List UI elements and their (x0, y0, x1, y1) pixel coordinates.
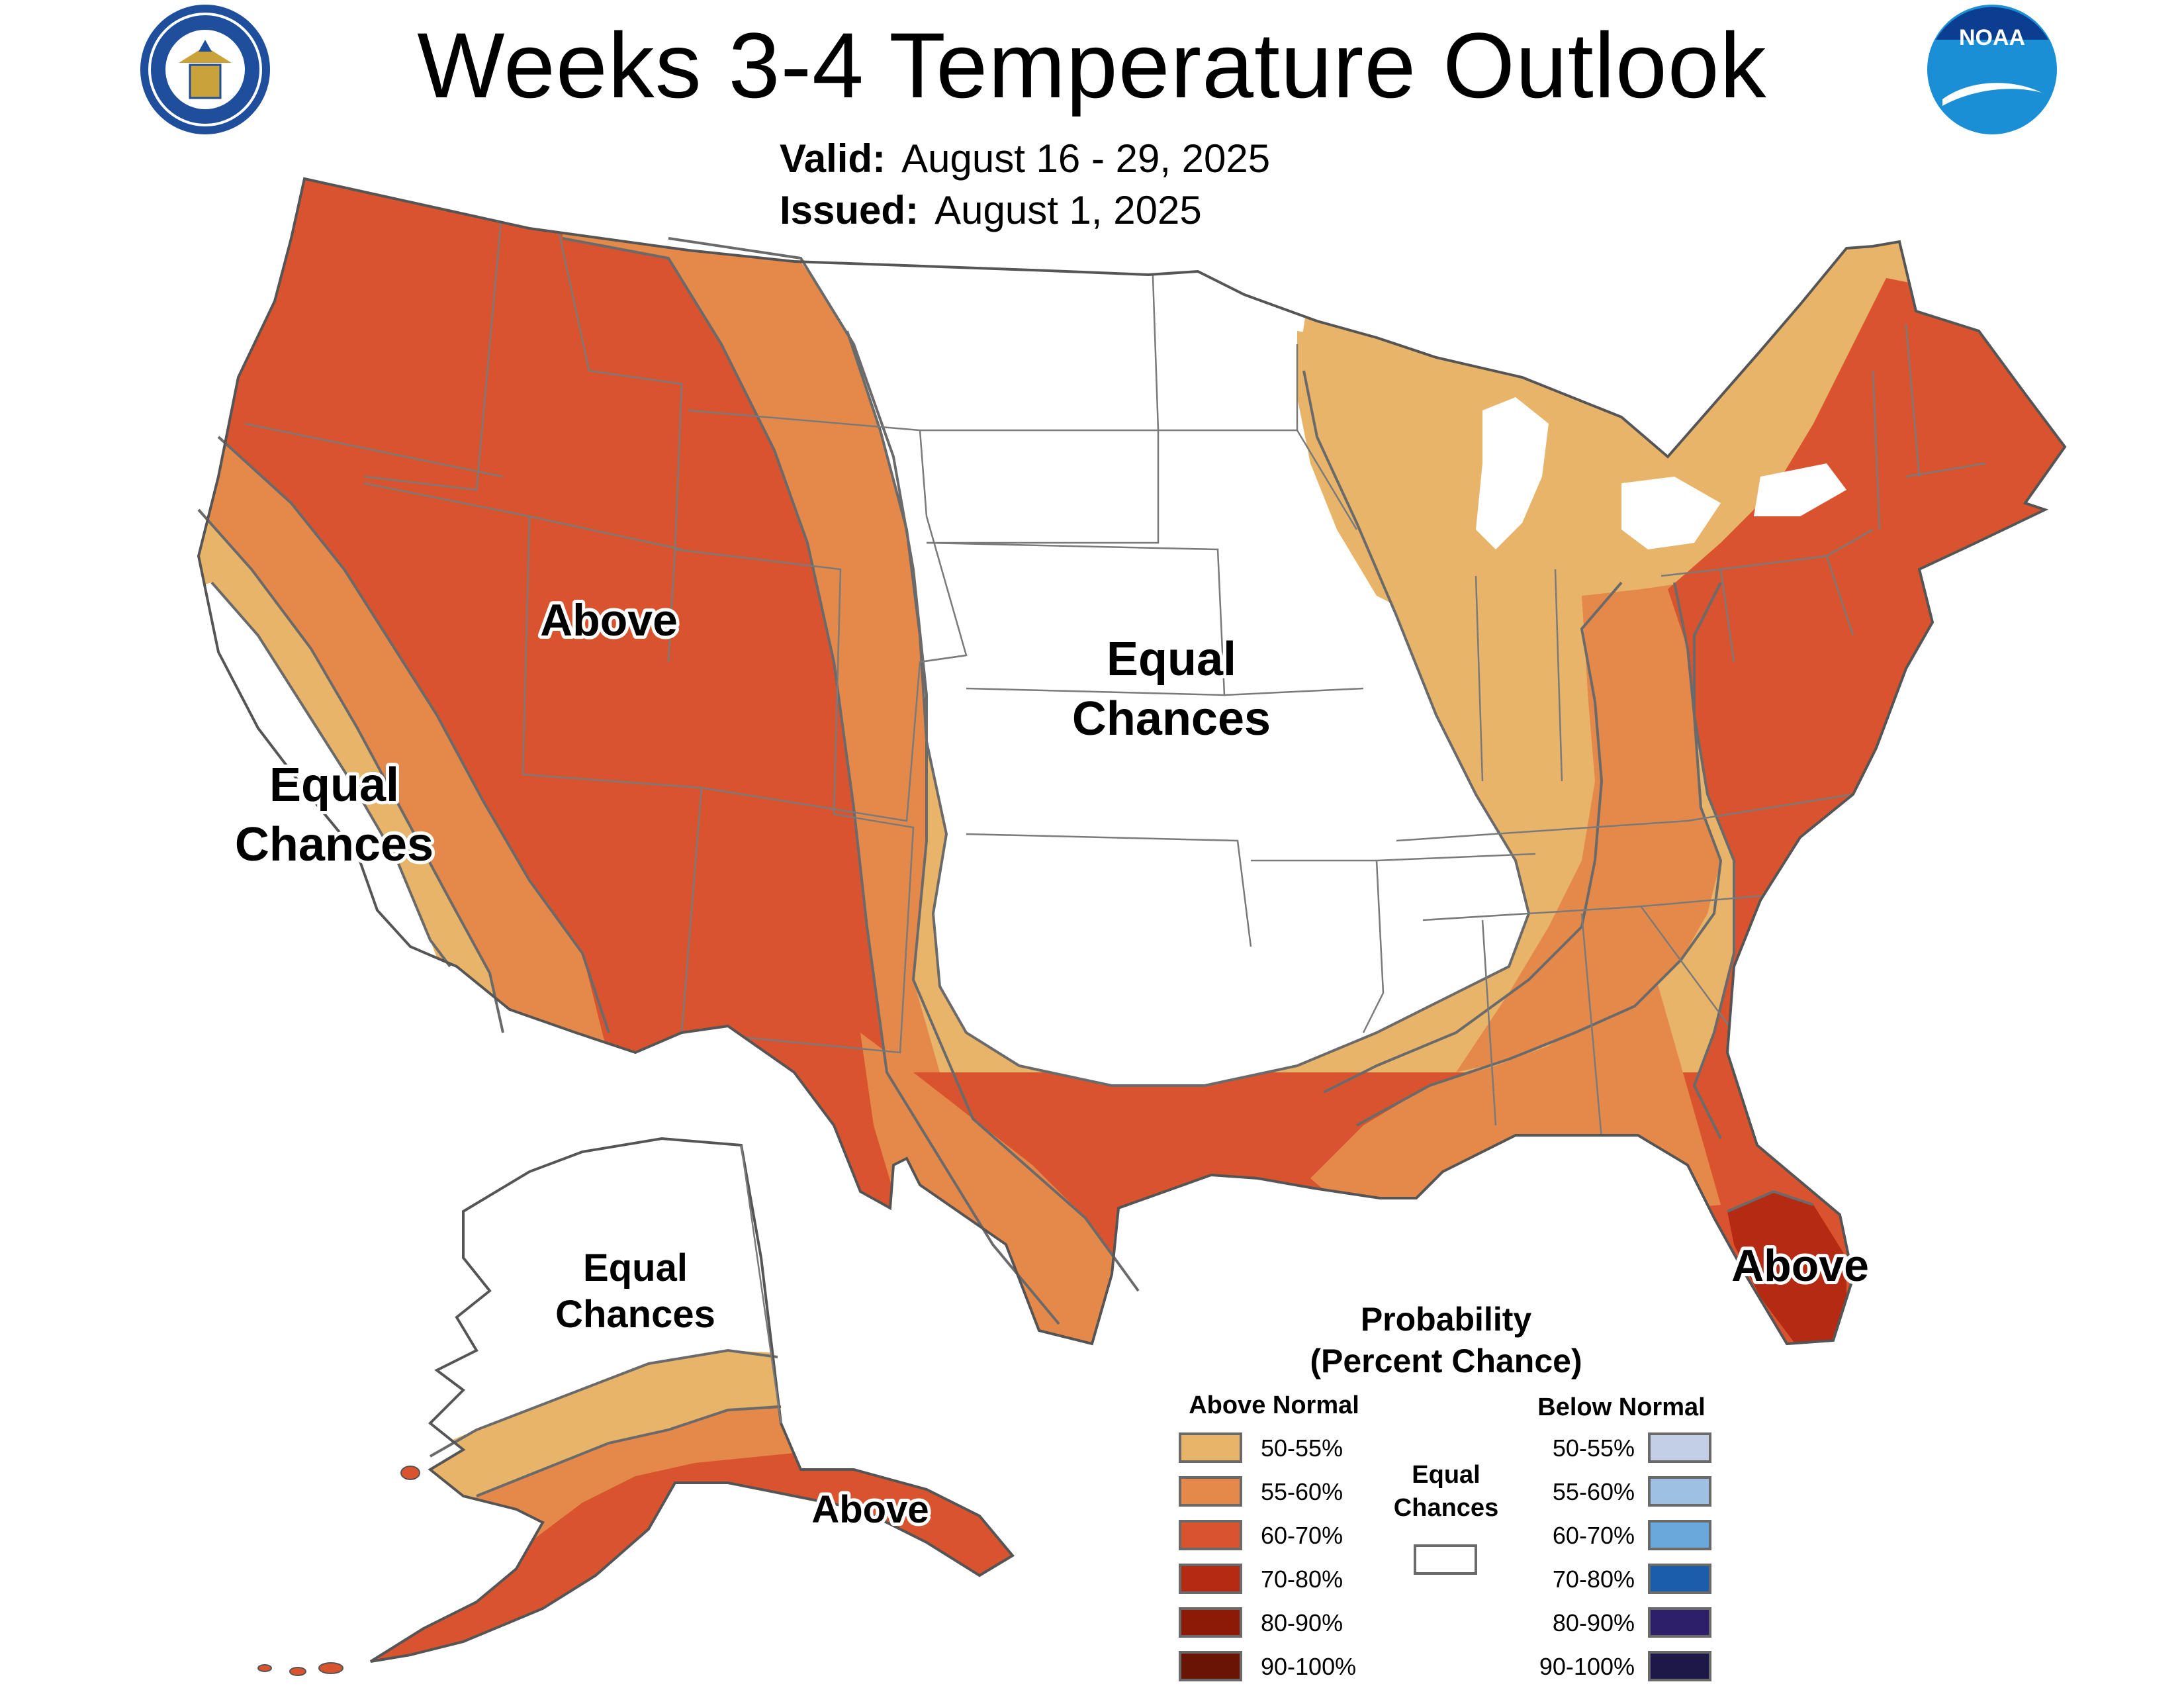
page-title: Weeks 3-4 Temperature Outlook (417, 13, 1767, 117)
legend-below-swatch (1648, 1520, 1711, 1550)
issued-value: August 1, 2025 (934, 188, 1202, 232)
issued-label: Issued: (780, 188, 919, 232)
legend-above-swatch (1179, 1607, 1242, 1638)
legend-ec-label-line1: Equal (1412, 1461, 1480, 1489)
legend-above-swatch (1179, 1564, 1242, 1594)
legend-title-line1: Probability (1361, 1301, 1532, 1338)
legend-below-label: 50-55% (1553, 1434, 1635, 1462)
legend-below-swatch (1648, 1564, 1711, 1594)
commerce-seal-logo (140, 5, 270, 134)
legend-above-rows: 50-55% 55-60% 60-70% 70-80% 80-90% 90-100% (1179, 1432, 1356, 1681)
aleutian-islands (257, 1466, 420, 1676)
state-boundaries (244, 198, 1986, 1139)
legend-above-swatch (1179, 1651, 1242, 1681)
legend-ec-label-line2: Chances (1394, 1494, 1498, 1522)
central-ec-label-line2: Chances (1072, 692, 1271, 745)
valid-label: Valid: (780, 136, 886, 181)
legend-ec-swatch (1414, 1544, 1477, 1575)
west-above-label: Above (540, 595, 678, 645)
alaska-contours (430, 1348, 782, 1497)
legend-above-swatch (1179, 1520, 1242, 1550)
issued-line: Issued: August 1, 2025 (780, 187, 1202, 233)
valid-value: August 16 - 29, 2025 (901, 136, 1271, 181)
legend-below-header: Below Normal (1537, 1393, 1705, 1421)
legend-above-label: 80-90% (1261, 1609, 1343, 1636)
central-ec-label-line1: Equal (1107, 633, 1236, 686)
legend-above-label: 90-100% (1261, 1653, 1356, 1680)
legend-title-line2: (Percent Chance) (1310, 1342, 1582, 1380)
alaska-above-label: Above (811, 1488, 929, 1531)
valid-line: Valid: August 16 - 29, 2025 (780, 136, 1270, 181)
noaa-logo-text: NOAA (1959, 25, 2025, 50)
legend-above-label: 60-70% (1261, 1522, 1343, 1549)
legend-above-swatch (1179, 1432, 1242, 1463)
legend-below-label: 90-100% (1539, 1653, 1635, 1680)
legend-below-swatch (1648, 1476, 1711, 1507)
california-ec-label-line1: Equal (269, 759, 399, 812)
legend: Probability (Percent Chance) Above Norma… (1179, 1301, 1711, 1681)
legend-above-label: 55-60% (1261, 1478, 1343, 1505)
legend-above-header: Above Normal (1189, 1391, 1359, 1419)
legend-above-label: 70-80% (1261, 1566, 1343, 1593)
alaska-ec-label-line1: Equal (583, 1246, 688, 1289)
alaska-ec-label-line2: Chances (555, 1293, 715, 1336)
legend-below-swatch (1648, 1607, 1711, 1638)
legend-above-swatch (1179, 1476, 1242, 1507)
legend-below-label: 80-90% (1553, 1609, 1635, 1636)
legend-below-label: 55-60% (1553, 1478, 1635, 1505)
legend-below-swatch (1648, 1651, 1711, 1681)
legend-above-label: 50-55% (1261, 1434, 1343, 1462)
legend-below-label: 70-80% (1553, 1566, 1635, 1593)
probability-contours (197, 237, 1814, 1325)
florida-above-label: Above (1731, 1241, 1869, 1291)
legend-below-rows: 50-55% 55-60% 60-70% 70-80% 80-90% 90-100% (1539, 1432, 1711, 1681)
legend-below-swatch (1648, 1432, 1711, 1463)
california-ec-label-line2: Chances (235, 818, 433, 871)
legend-below-label: 60-70% (1553, 1522, 1635, 1549)
noaa-logo: NOAA (1927, 5, 2057, 134)
